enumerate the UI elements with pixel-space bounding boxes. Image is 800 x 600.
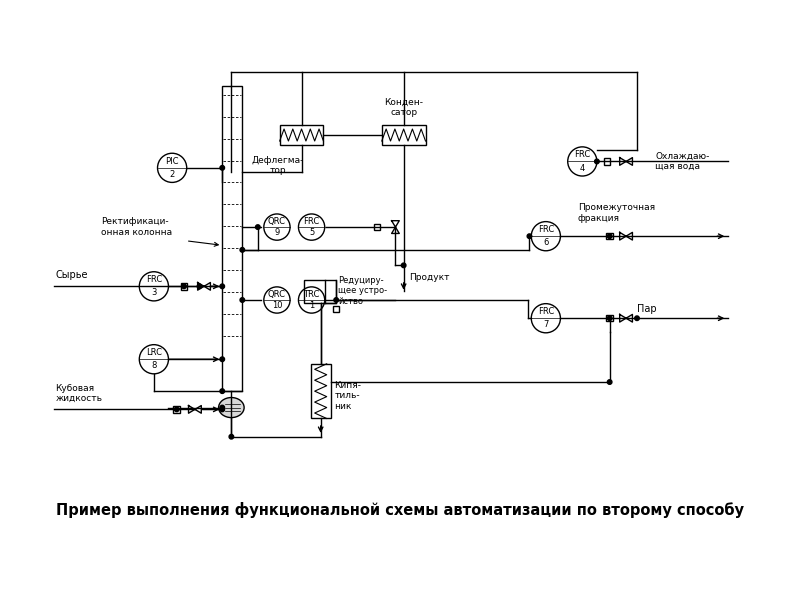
Text: FRC: FRC (538, 307, 554, 316)
Bar (606, 315, 613, 322)
Circle shape (607, 234, 612, 238)
Circle shape (220, 407, 225, 412)
Circle shape (220, 389, 225, 394)
Text: 5: 5 (309, 229, 314, 238)
Text: Промежуточная
фракция: Промежуточная фракция (578, 203, 655, 223)
Text: Кипя-
тиль-
ник: Кипя- тиль- ник (334, 381, 362, 410)
Circle shape (607, 380, 612, 385)
Text: 7: 7 (543, 320, 549, 329)
Text: Пар: Пар (637, 304, 657, 314)
Circle shape (182, 284, 186, 289)
Bar (280, 125, 323, 145)
Circle shape (240, 298, 245, 302)
Circle shape (229, 434, 234, 439)
Text: Конден-
сатор: Конден- сатор (384, 98, 423, 117)
Text: QRC: QRC (268, 290, 286, 299)
Circle shape (594, 159, 599, 164)
Text: 6: 6 (543, 238, 549, 247)
Circle shape (527, 234, 532, 238)
Text: Редуциру-
щее устро-
йство: Редуциру- щее устро- йство (338, 276, 387, 306)
Circle shape (255, 225, 260, 229)
Circle shape (220, 405, 225, 410)
Text: 2: 2 (170, 170, 174, 179)
Circle shape (220, 357, 225, 362)
Text: PIC: PIC (166, 157, 179, 166)
Bar (382, 125, 426, 145)
Bar (174, 406, 180, 413)
Text: 4: 4 (580, 164, 585, 173)
Circle shape (402, 263, 406, 268)
Text: 8: 8 (151, 361, 157, 370)
Text: FRC: FRC (538, 225, 554, 234)
Circle shape (174, 407, 179, 412)
Text: 10: 10 (272, 301, 282, 310)
Bar (604, 158, 610, 164)
Bar (304, 280, 336, 303)
Text: 3: 3 (151, 289, 157, 298)
Ellipse shape (218, 398, 244, 418)
Text: Продукт: Продукт (409, 273, 450, 282)
Circle shape (634, 316, 639, 320)
Text: FRC: FRC (303, 217, 320, 226)
Circle shape (220, 284, 225, 289)
Text: Охлаждаю-
щая вода: Охлаждаю- щая вода (655, 152, 710, 171)
Circle shape (240, 248, 245, 252)
Bar (181, 283, 187, 290)
Text: 9: 9 (274, 229, 279, 238)
Bar (222, 86, 242, 391)
Bar (606, 233, 613, 239)
Text: Дефлегма-
тор: Дефлегма- тор (252, 156, 304, 175)
Text: TRC: TRC (303, 290, 320, 299)
Text: QRC: QRC (268, 217, 286, 226)
Text: 1: 1 (309, 301, 314, 310)
Circle shape (334, 298, 338, 302)
Text: Кубовая
жидкость: Кубовая жидкость (55, 383, 102, 403)
Bar (310, 364, 330, 418)
Bar (333, 306, 339, 313)
Text: Пример выполнения функциональной схемы автоматизации по второму способу: Пример выполнения функциональной схемы а… (56, 502, 744, 518)
Text: Ректификаци-
онная колонна: Ректификаци- онная колонна (101, 217, 172, 237)
Text: FRC: FRC (574, 151, 590, 160)
Circle shape (220, 166, 225, 170)
Bar (374, 224, 381, 230)
Circle shape (197, 284, 202, 289)
Text: LRC: LRC (146, 348, 162, 357)
Circle shape (607, 316, 612, 320)
Text: Сырье: Сырье (55, 270, 88, 280)
Text: FRC: FRC (146, 275, 162, 284)
